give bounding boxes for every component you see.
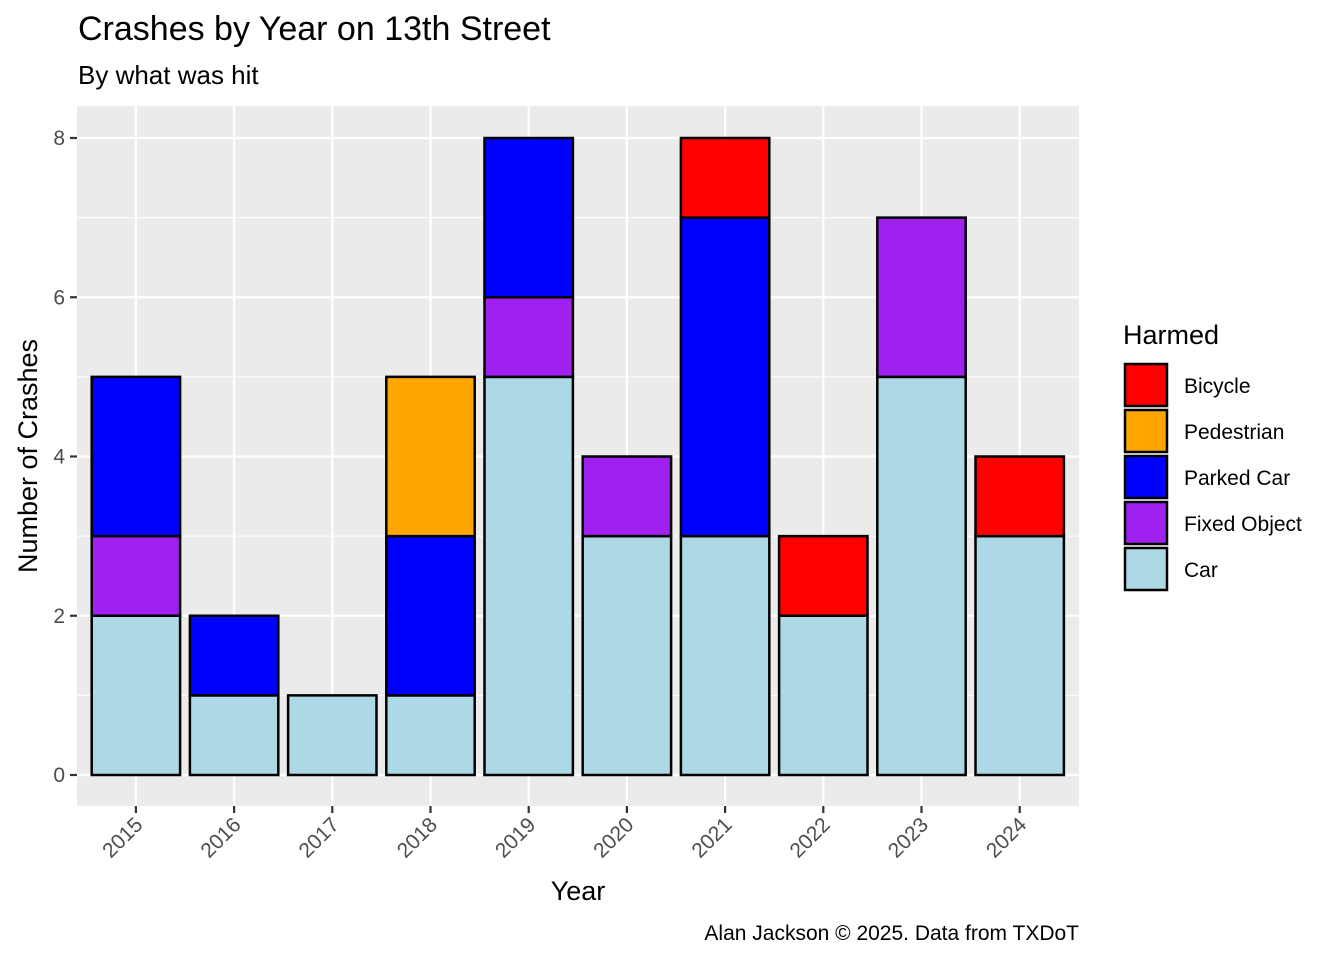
bar-segment-car-2015	[90, 614, 182, 777]
y-tick-label: 6	[53, 286, 65, 309]
y-tick-label: 4	[53, 446, 65, 469]
bar-segment-parked-car-2019	[483, 136, 575, 299]
bar-segment-bicycle-2024	[974, 455, 1066, 538]
chart-subtitle: By what was hit	[78, 60, 259, 90]
legend-label-car: Car	[1184, 559, 1218, 582]
y-axis-title: Number of Crashes	[13, 339, 43, 573]
legend-key-bicycle	[1123, 362, 1169, 408]
x-tick-label: 2019	[491, 813, 540, 862]
bar-segment-bicycle-2021	[679, 136, 771, 219]
bar-segment-car-2022	[777, 614, 869, 777]
bar-segment-fixed-object-2020	[581, 455, 673, 538]
legend-label-bicycle: Bicycle	[1184, 375, 1251, 398]
y-tick-label: 0	[53, 764, 65, 787]
legend: Harmed Bicycle Pedestrian Parked Car Fixed …	[1123, 320, 1302, 592]
chart-title: Crashes by Year on 13th Street	[78, 10, 551, 48]
bar-segment-car-2024	[974, 534, 1066, 777]
y-axis: 0 2 4 6 8	[53, 127, 77, 787]
x-tick-label: 2015	[98, 813, 147, 862]
bar-segment-pedestrian-2018	[385, 375, 476, 538]
bar-segment-parked-car-2021	[679, 216, 771, 538]
y-tick-label: 2	[53, 605, 65, 628]
x-tick-label: 2016	[196, 813, 245, 862]
bar-segment-bicycle-2022	[777, 534, 869, 617]
x-tick-label: 2022	[786, 813, 835, 862]
bar-segment-car-2020	[581, 534, 673, 777]
bar-segment-parked-car-2015	[90, 375, 182, 538]
legend-key-fixed-object	[1123, 500, 1169, 546]
bar-segment-fixed-object-2023	[876, 216, 967, 379]
x-axis-title: Year	[551, 876, 606, 906]
bar-segment-fixed-object-2019	[483, 296, 575, 379]
x-tick-label: 2018	[393, 813, 442, 862]
bar-segment-car-2018	[385, 694, 476, 777]
bars	[90, 136, 1066, 777]
legend-title: Harmed	[1123, 320, 1219, 350]
chart-caption: Alan Jackson © 2025. Data from TXDoT	[704, 922, 1079, 945]
bar-segment-car-2017	[286, 694, 378, 777]
legend-key-parked-car	[1123, 454, 1169, 500]
x-tick-label: 2023	[884, 813, 933, 862]
y-tick-label: 8	[53, 127, 65, 150]
bar-segment-car-2023	[876, 375, 967, 777]
bar-segment-parked-car-2016	[188, 614, 280, 697]
legend-label-parked-car: Parked Car	[1184, 467, 1290, 490]
x-tick-label: 2020	[589, 813, 638, 862]
x-axis: 2015 2016 2017 2018 2019 2020 2021 2022 2023 2024	[98, 806, 1031, 863]
bar-segment-car-2021	[679, 534, 771, 777]
bar-segment-car-2019	[483, 375, 575, 777]
legend-label-fixed-object: Fixed Object	[1184, 513, 1302, 536]
bar-segment-car-2016	[188, 694, 280, 777]
legend-key-car	[1123, 546, 1169, 592]
legend-label-pedestrian: Pedestrian	[1184, 421, 1284, 444]
x-tick-label: 2024	[982, 813, 1032, 863]
bar-segment-fixed-object-2015	[90, 534, 182, 617]
x-tick-label: 2017	[295, 813, 344, 862]
legend-key-pedestrian	[1123, 408, 1169, 454]
bar-segment-parked-car-2018	[385, 534, 476, 697]
x-tick-label: 2021	[687, 813, 736, 862]
